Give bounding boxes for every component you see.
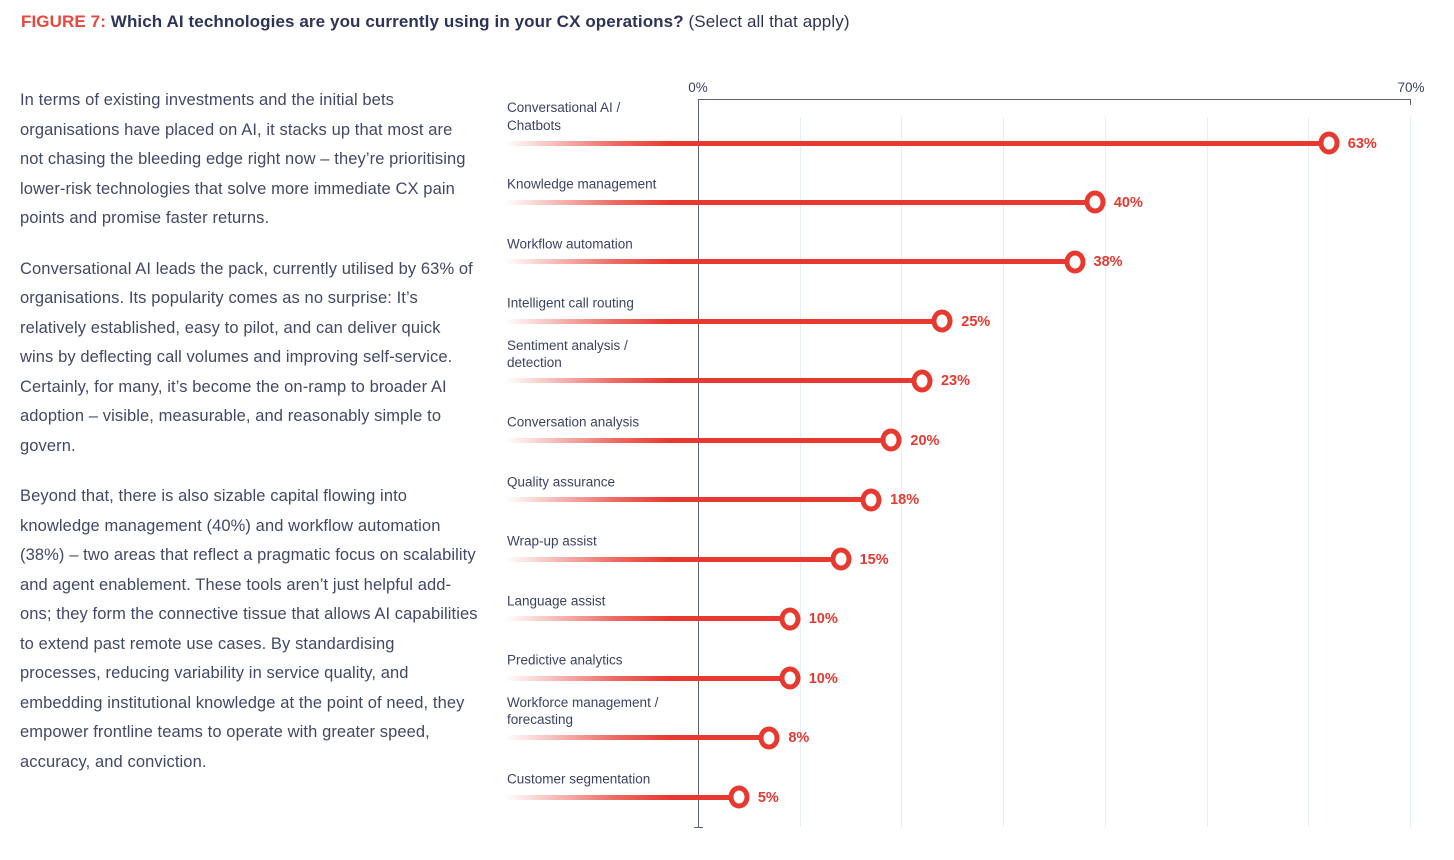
lollipop-stem bbox=[505, 199, 1095, 205]
lollipop-marker bbox=[779, 666, 801, 690]
category-label: Workforce management / forecasting bbox=[507, 694, 659, 728]
body-paragraph: In terms of existing investments and the… bbox=[20, 91, 466, 227]
category-label: Knowledge management bbox=[507, 176, 657, 192]
x-axis-min-label: 0% bbox=[688, 80, 708, 95]
category-label: Quality assurance bbox=[507, 474, 616, 490]
lollipop-stem bbox=[505, 497, 872, 503]
value-label: 20% bbox=[910, 432, 940, 449]
x-axis-line bbox=[698, 99, 1410, 100]
category-label: Customer segmentation bbox=[507, 771, 651, 787]
lollipop-stem bbox=[505, 140, 1329, 146]
y-axis-line bbox=[698, 99, 699, 827]
figure-title: FIGURE 7: Which AI technologies are you … bbox=[21, 12, 850, 32]
lollipop-stem bbox=[505, 378, 922, 384]
gridline bbox=[1410, 117, 1411, 827]
lollipop-marker bbox=[830, 547, 852, 571]
category-label: Predictive analytics bbox=[507, 652, 623, 668]
lollipop-stem bbox=[505, 437, 892, 443]
lollipop-marker bbox=[758, 726, 780, 750]
body-paragraph: Conversational AI leads the pack, curren… bbox=[20, 259, 473, 455]
figure-label: FIGURE 7: bbox=[21, 12, 106, 31]
lollipop-marker bbox=[1318, 131, 1340, 155]
gridline bbox=[1104, 117, 1106, 827]
value-label: 8% bbox=[788, 730, 810, 747]
gridline bbox=[799, 117, 801, 827]
lollipop-stem bbox=[505, 556, 841, 562]
value-label: 10% bbox=[808, 611, 838, 628]
lollipop-stem bbox=[505, 794, 739, 800]
lollipop-marker bbox=[1064, 250, 1085, 274]
category-label: Conversational AI / Chatbots bbox=[507, 100, 621, 133]
body-paragraph: Beyond that, there is also sizable capit… bbox=[20, 487, 478, 771]
value-label: 5% bbox=[757, 789, 779, 806]
lollipop-stem bbox=[505, 616, 790, 622]
lollipop-marker bbox=[931, 309, 953, 333]
lollipop-stem bbox=[505, 735, 770, 741]
lollipop-stem bbox=[505, 318, 943, 324]
figure-subtitle: (Select all that apply) bbox=[688, 12, 850, 31]
category-label: Wrap-up assist bbox=[507, 533, 597, 549]
gridline bbox=[1308, 117, 1310, 827]
lollipop-marker bbox=[1084, 190, 1106, 214]
x-axis-end-tick bbox=[1410, 99, 1411, 105]
category-label: Workflow automation bbox=[507, 236, 633, 252]
lollipop-stem bbox=[505, 675, 790, 681]
category-label: Sentiment analysis / detection bbox=[507, 337, 628, 371]
lollipop-marker bbox=[880, 428, 902, 452]
lollipop-marker bbox=[911, 369, 933, 393]
value-label: 15% bbox=[859, 551, 889, 568]
y-axis-end-tick bbox=[694, 827, 703, 828]
category-label: Intelligent call routing bbox=[507, 295, 634, 311]
lollipop-marker bbox=[860, 488, 882, 512]
value-label: 23% bbox=[940, 373, 970, 390]
gridline bbox=[1003, 117, 1005, 827]
lollipop-marker bbox=[728, 785, 750, 809]
commentary-column: In terms of existing investments and the… bbox=[20, 86, 478, 798]
value-label: 10% bbox=[808, 670, 838, 687]
gridline bbox=[1206, 117, 1208, 827]
value-label: 40% bbox=[1113, 194, 1143, 211]
lollipop-marker bbox=[779, 607, 801, 631]
figure-question: Which AI technologies are you currently … bbox=[110, 12, 684, 31]
category-label: Language assist bbox=[507, 593, 606, 609]
gridline bbox=[901, 117, 903, 827]
category-label: Conversation analysis bbox=[507, 414, 640, 430]
lollipop-chart: 0% 70% Conversational AI / Chatbots 63% Kn… bbox=[495, 75, 1454, 850]
x-axis-max-label: 70% bbox=[1397, 80, 1425, 95]
lollipop-stem bbox=[505, 259, 1075, 265]
value-label: 38% bbox=[1093, 254, 1123, 271]
value-label: 18% bbox=[890, 492, 920, 509]
value-label: 25% bbox=[961, 313, 991, 330]
value-label: 63% bbox=[1347, 135, 1377, 152]
